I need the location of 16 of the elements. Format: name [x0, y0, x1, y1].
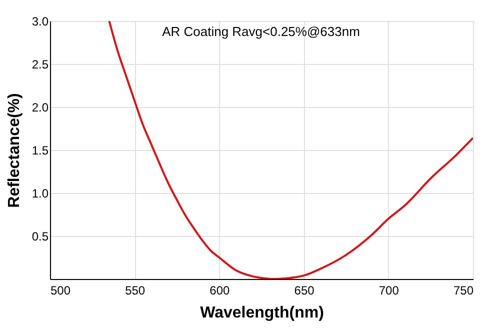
x-tick-label: 700 — [378, 284, 400, 298]
x-axis-title: Wavelength(nm) — [200, 304, 324, 322]
y-tick-label: 1.5 — [32, 144, 49, 158]
x-tick-label: 600 — [210, 284, 230, 298]
x-tick-label: 750 — [453, 284, 474, 298]
x-tick-label: 500 — [50, 284, 71, 298]
y-tick-label: 2.5 — [32, 58, 49, 72]
x-tick-label: 550 — [125, 284, 146, 298]
y-tick-label: 3.0 — [32, 14, 49, 28]
line-series — [108, 21, 473, 279]
y-tick-label: 2.0 — [32, 100, 49, 114]
y-axis-title: Reflectance(%) — [6, 93, 23, 208]
y-tick-label: 1.0 — [32, 186, 49, 200]
y-tick-label: 0.5 — [32, 230, 49, 244]
annotation: AR Coating Ravg<0.25%@633nm — [162, 24, 360, 39]
x-tick-label: 650 — [294, 284, 315, 298]
